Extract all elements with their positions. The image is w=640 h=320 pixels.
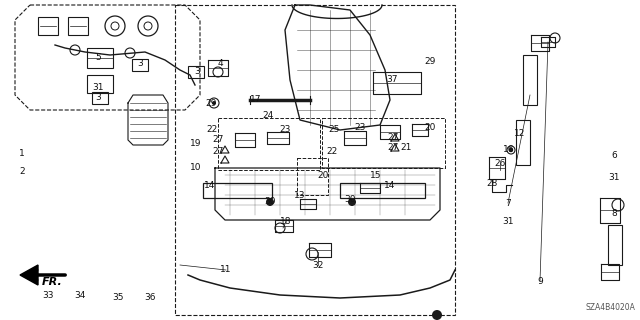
Bar bbox=[68, 17, 88, 35]
Text: 28: 28 bbox=[486, 179, 498, 188]
Text: SZA4B4020A: SZA4B4020A bbox=[585, 303, 635, 312]
Text: 18: 18 bbox=[280, 218, 292, 227]
Text: 3: 3 bbox=[137, 60, 143, 68]
Bar bbox=[87, 48, 113, 68]
Bar bbox=[218, 118, 320, 170]
Text: 20: 20 bbox=[424, 124, 436, 132]
Bar bbox=[87, 75, 113, 93]
Text: 3: 3 bbox=[194, 67, 200, 76]
Bar bbox=[340, 183, 425, 198]
Text: 14: 14 bbox=[204, 181, 216, 190]
Text: 3: 3 bbox=[95, 93, 101, 102]
Text: 34: 34 bbox=[74, 291, 86, 300]
Text: 29: 29 bbox=[424, 58, 436, 67]
Bar bbox=[188, 66, 204, 78]
Bar bbox=[516, 120, 530, 165]
Bar bbox=[523, 55, 537, 105]
Text: 8: 8 bbox=[611, 210, 617, 219]
Text: 31: 31 bbox=[92, 83, 104, 92]
Text: 27: 27 bbox=[387, 143, 399, 153]
Text: 20: 20 bbox=[317, 172, 329, 180]
Text: 1: 1 bbox=[19, 148, 25, 157]
Bar bbox=[297, 158, 328, 195]
Text: 30: 30 bbox=[344, 196, 356, 204]
Text: 24: 24 bbox=[262, 111, 274, 121]
Text: 5: 5 bbox=[95, 53, 101, 62]
Bar bbox=[38, 17, 58, 35]
Text: FR.: FR. bbox=[42, 277, 62, 287]
Bar bbox=[322, 118, 445, 168]
Text: 17: 17 bbox=[250, 95, 262, 105]
Text: 12: 12 bbox=[515, 130, 525, 139]
Text: 15: 15 bbox=[371, 172, 381, 180]
Text: 33: 33 bbox=[42, 291, 54, 300]
Polygon shape bbox=[20, 265, 38, 285]
Text: 30: 30 bbox=[264, 197, 276, 206]
Circle shape bbox=[212, 101, 216, 105]
Text: 23: 23 bbox=[355, 124, 365, 132]
Bar bbox=[92, 92, 108, 104]
Circle shape bbox=[432, 310, 442, 320]
Text: 35: 35 bbox=[112, 292, 124, 301]
Text: 13: 13 bbox=[294, 191, 306, 201]
Circle shape bbox=[348, 198, 356, 206]
Text: 36: 36 bbox=[144, 292, 156, 301]
Bar bbox=[132, 59, 148, 71]
Text: 29: 29 bbox=[205, 99, 217, 108]
Bar bbox=[203, 183, 272, 198]
Text: 27: 27 bbox=[212, 135, 224, 145]
Text: 27: 27 bbox=[212, 147, 224, 156]
Text: 6: 6 bbox=[611, 151, 617, 161]
Text: 32: 32 bbox=[312, 260, 324, 269]
Bar bbox=[175, 5, 455, 315]
Text: 19: 19 bbox=[190, 140, 202, 148]
Text: 27: 27 bbox=[387, 132, 399, 141]
Bar bbox=[608, 225, 622, 265]
Text: 22: 22 bbox=[206, 125, 218, 134]
Text: 21: 21 bbox=[400, 143, 412, 153]
Text: 25: 25 bbox=[328, 125, 340, 134]
Text: 9: 9 bbox=[537, 276, 543, 285]
Text: 23: 23 bbox=[279, 125, 291, 134]
Text: 16: 16 bbox=[503, 146, 515, 155]
Text: 14: 14 bbox=[384, 181, 396, 190]
Text: 11: 11 bbox=[220, 266, 232, 275]
Text: 4: 4 bbox=[217, 59, 223, 68]
Circle shape bbox=[509, 148, 513, 151]
Text: 22: 22 bbox=[326, 148, 338, 156]
Text: 10: 10 bbox=[190, 163, 202, 172]
Text: 37: 37 bbox=[387, 75, 397, 84]
Circle shape bbox=[266, 198, 274, 206]
Text: 7: 7 bbox=[505, 198, 511, 207]
Text: 2: 2 bbox=[19, 167, 25, 177]
Text: 31: 31 bbox=[502, 217, 514, 226]
Text: 31: 31 bbox=[608, 173, 620, 182]
Text: 26: 26 bbox=[494, 158, 506, 167]
